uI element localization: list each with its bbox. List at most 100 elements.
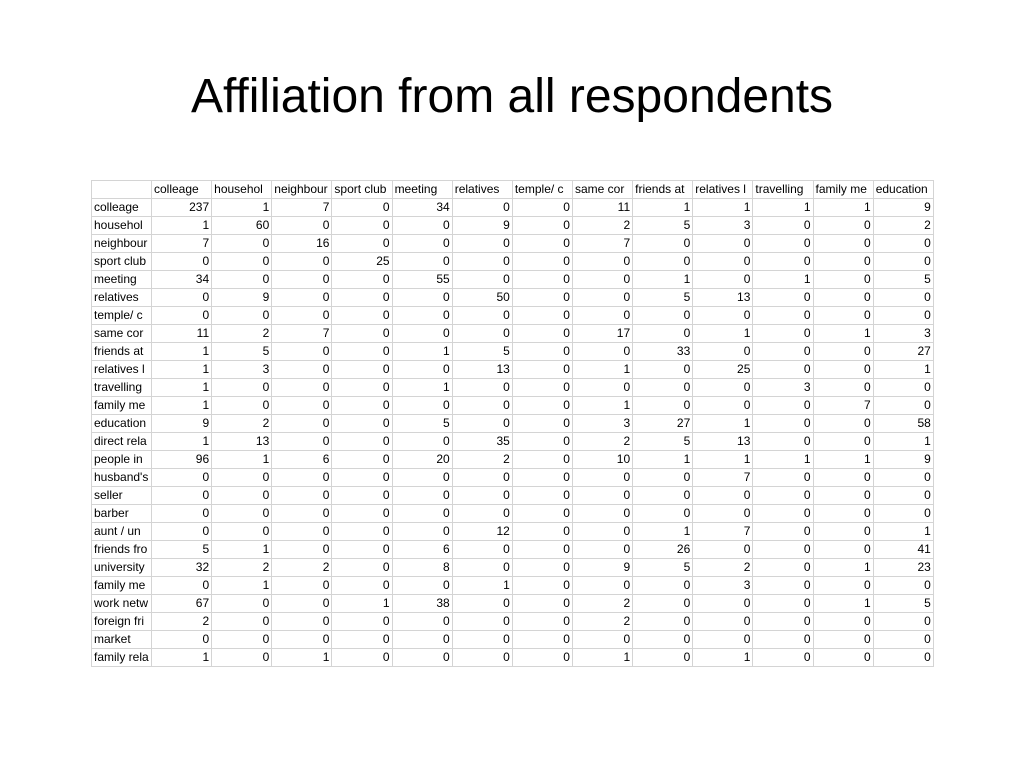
value-cell: 0 [812, 378, 874, 397]
value-cell: 0 [271, 288, 333, 307]
value-cell: 1 [150, 648, 213, 667]
value-cell: 0 [752, 324, 814, 343]
value-cell: 0 [571, 342, 634, 361]
value-cell: 1 [632, 522, 694, 541]
value-cell: 0 [211, 486, 273, 505]
value-cell: 27 [872, 342, 934, 361]
table-row: travelling 1 0 0 0 1 0 0 0 0 0 3 0 0 [91, 378, 934, 397]
column-header: temple/ c [511, 180, 573, 199]
value-cell: 0 [211, 396, 273, 415]
value-cell: 1 [150, 216, 213, 235]
value-cell: 0 [692, 342, 754, 361]
table-row: same cor 11 2 7 0 0 0 0 17 0 1 0 1 3 [91, 324, 934, 343]
value-cell: 2 [451, 450, 513, 469]
value-cell: 0 [632, 612, 694, 631]
affiliation-table: colleage househol neighbour sport club meeti… [91, 180, 934, 667]
value-cell: 0 [331, 432, 393, 451]
value-cell: 0 [391, 486, 453, 505]
value-cell: 67 [150, 594, 213, 613]
value-cell: 7 [812, 396, 874, 415]
value-cell: 0 [331, 270, 393, 289]
value-cell: 0 [391, 306, 453, 325]
value-cell: 0 [331, 612, 393, 631]
value-cell: 1 [872, 432, 934, 451]
value-cell: 7 [150, 234, 213, 253]
value-cell: 0 [692, 378, 754, 397]
value-cell: 0 [511, 396, 573, 415]
value-cell: 0 [391, 288, 453, 307]
value-cell: 0 [752, 252, 814, 271]
value-cell: 0 [271, 468, 333, 487]
value-cell: 0 [872, 468, 934, 487]
value-cell: 7 [271, 198, 333, 217]
table-row: friends fro 5 1 0 0 6 0 0 0 26 0 0 0 41 [91, 540, 934, 559]
value-cell: 0 [752, 216, 814, 235]
value-cell: 0 [271, 432, 333, 451]
value-cell: 0 [692, 234, 754, 253]
value-cell: 1 [571, 360, 634, 379]
value-cell: 96 [150, 450, 213, 469]
row-header: direct rela [91, 432, 152, 451]
value-cell: 0 [331, 414, 393, 433]
row-header: relatives l [91, 360, 152, 379]
value-cell: 0 [271, 270, 333, 289]
value-cell: 1 [812, 450, 874, 469]
value-cell: 5 [632, 432, 694, 451]
value-cell: 0 [271, 216, 333, 235]
value-cell: 0 [752, 306, 814, 325]
value-cell: 0 [511, 378, 573, 397]
value-cell: 2 [571, 432, 634, 451]
value-cell: 38 [391, 594, 453, 613]
value-cell: 0 [211, 522, 273, 541]
value-cell: 1 [752, 450, 814, 469]
value-cell: 0 [150, 504, 213, 523]
table-row: foreign fri 2 0 0 0 0 0 0 2 0 0 0 0 0 [91, 612, 934, 631]
value-cell: 0 [571, 378, 634, 397]
value-cell: 2 [872, 216, 934, 235]
value-cell: 0 [211, 648, 273, 667]
value-cell: 0 [150, 252, 213, 271]
value-cell: 0 [692, 594, 754, 613]
value-cell: 0 [451, 396, 513, 415]
value-cell: 0 [692, 612, 754, 631]
value-cell: 0 [872, 396, 934, 415]
value-cell: 0 [271, 594, 333, 613]
slide-title: Affiliation from all respondents [190, 70, 834, 123]
value-cell: 1 [632, 198, 694, 217]
value-cell: 0 [812, 468, 874, 487]
value-cell: 0 [271, 396, 333, 415]
corner-cell [91, 180, 152, 199]
value-cell: 0 [331, 648, 393, 667]
value-cell: 0 [331, 504, 393, 523]
value-cell: 13 [211, 432, 273, 451]
value-cell: 0 [211, 270, 273, 289]
table-row: neighbour 7 0 16 0 0 0 0 7 0 0 0 0 0 [91, 234, 934, 253]
value-cell: 35 [451, 432, 513, 451]
value-cell: 0 [451, 324, 513, 343]
value-cell: 237 [150, 198, 213, 217]
value-cell: 0 [752, 432, 814, 451]
value-cell: 0 [150, 468, 213, 487]
value-cell: 0 [451, 252, 513, 271]
value-cell: 2 [571, 594, 634, 613]
table-row: people in 96 1 6 0 20 2 0 10 1 1 1 1 9 [91, 450, 934, 469]
column-header: househol [211, 180, 273, 199]
value-cell: 0 [331, 324, 393, 343]
value-cell: 0 [632, 630, 694, 649]
value-cell: 9 [451, 216, 513, 235]
value-cell: 0 [391, 612, 453, 631]
value-cell: 0 [271, 252, 333, 271]
value-cell: 0 [752, 612, 814, 631]
value-cell: 0 [812, 540, 874, 559]
value-cell: 0 [872, 630, 934, 649]
value-cell: 0 [812, 432, 874, 451]
value-cell: 7 [692, 468, 754, 487]
value-cell: 0 [211, 594, 273, 613]
value-cell: 1 [211, 576, 273, 595]
table-row: sport club 0 0 0 25 0 0 0 0 0 0 0 0 0 [91, 252, 934, 271]
value-cell: 1 [211, 450, 273, 469]
value-cell: 0 [812, 648, 874, 667]
value-cell: 0 [571, 522, 634, 541]
value-cell: 58 [872, 414, 934, 433]
